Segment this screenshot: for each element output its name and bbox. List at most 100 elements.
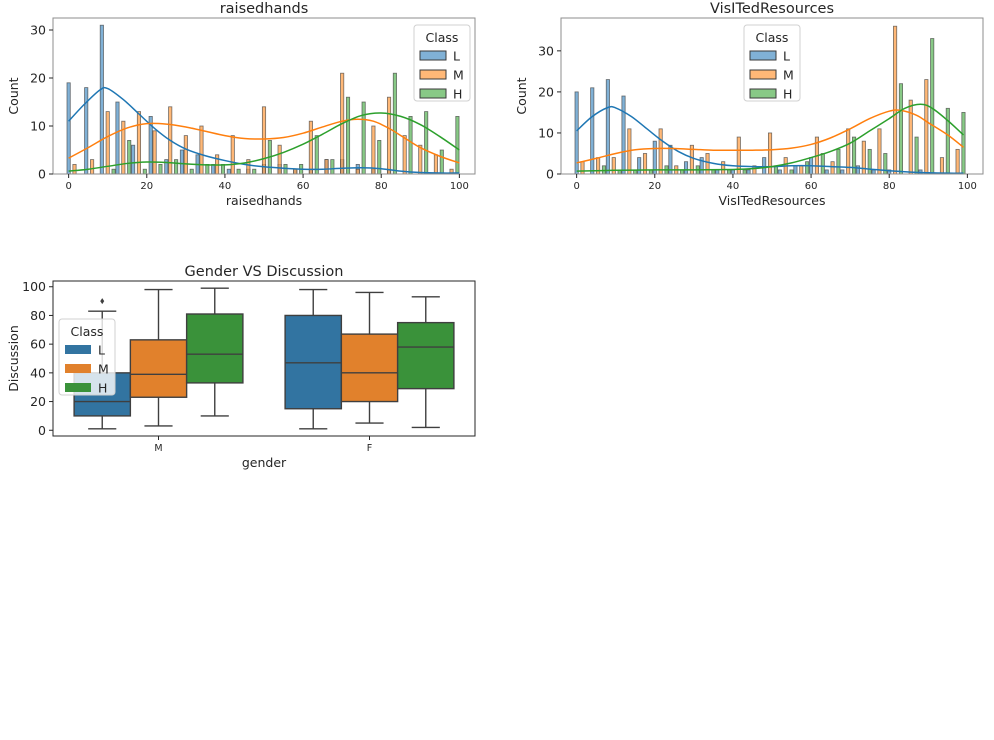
- histogram-bar-H: [314, 135, 319, 175]
- histogram-bar-M: [924, 79, 929, 175]
- histogram-bar-L: [762, 157, 767, 175]
- axes-frame: [560, 17, 984, 175]
- x-tick-label: 80: [375, 181, 388, 192]
- legend-title: Class: [756, 30, 789, 45]
- histogram-bar-M: [418, 144, 423, 175]
- legend-swatch-L: [65, 345, 91, 354]
- x-tick-label: 80: [883, 181, 896, 192]
- histogram-bar-L: [66, 82, 71, 175]
- x-tick-label: 0: [573, 181, 579, 192]
- chart-title: raisedhands: [220, 1, 309, 17]
- histogram-bar-L: [793, 165, 798, 175]
- histogram-bar-L: [605, 79, 610, 175]
- histogram-bar-L: [226, 168, 231, 175]
- legend-swatch-H: [65, 383, 91, 392]
- histogram-bar-L: [871, 169, 876, 175]
- histogram-bar-H: [945, 107, 950, 175]
- histogram-bar-H: [711, 169, 716, 175]
- histogram-bar-M: [90, 159, 95, 175]
- histogram-bar-M: [386, 96, 392, 175]
- legend-swatch-L: [749, 50, 777, 61]
- x-tick-label: 100: [450, 181, 469, 192]
- histogram-bar-H: [439, 149, 444, 175]
- y-tick-label: 20: [30, 71, 46, 86]
- outlier-marker: [100, 298, 105, 305]
- y-tick-label: 0: [38, 167, 46, 182]
- histogram-bar-H: [127, 139, 132, 175]
- histogram-bar-L: [115, 101, 120, 175]
- histogram-bar-L: [652, 140, 657, 175]
- histogram-bar-H: [742, 169, 747, 175]
- histogram-bar-L: [855, 165, 861, 175]
- histogram-bar-L: [621, 95, 626, 175]
- legend-swatch-M: [419, 69, 447, 80]
- histogram-bar-M: [293, 168, 298, 175]
- legend-label-H: H: [783, 87, 792, 102]
- histogram-bar-H: [252, 168, 257, 175]
- histogram-bar-M: [277, 144, 282, 175]
- histogram-bar-M: [261, 106, 267, 175]
- legend-label-M: M: [453, 68, 464, 83]
- histogram-bar-M: [183, 135, 188, 175]
- x-tick-label: M: [154, 443, 162, 454]
- x-tick-label: 100: [958, 181, 977, 192]
- legend-swatch-M: [749, 69, 777, 80]
- histogram-bar-L: [746, 169, 751, 175]
- legend-label-H: H: [453, 87, 462, 102]
- x-tick-label: 20: [648, 181, 661, 192]
- chart-gender: M F 0 20 40 60 80 100 Gender VS Discussion gender…: [6, 264, 476, 470]
- histogram-bar-H: [283, 163, 288, 175]
- histogram-bar-H: [361, 101, 366, 175]
- y-axis-label: Count: [6, 77, 21, 114]
- histogram-bar-L: [574, 91, 579, 175]
- chart-raisedhands: 0 20 40 60 80 100 0 10 20 30 raisedhands raisedhand…: [6, 1, 476, 208]
- histogram-bar-H: [392, 72, 397, 175]
- histogram-bar-M: [721, 161, 726, 175]
- legend-swatch-M: [65, 364, 91, 373]
- chart-title: VisITedResources: [710, 1, 834, 17]
- histogram-bar-M: [799, 165, 804, 175]
- histogram-bar-M: [580, 161, 585, 175]
- histogram-bar-L: [824, 169, 829, 175]
- histogram-bar-M: [105, 111, 110, 175]
- histogram-bar-H: [189, 168, 194, 175]
- y-tick-label: 100: [22, 279, 46, 294]
- y-tick-label: 20: [538, 84, 554, 99]
- histogram-bar-L: [683, 161, 689, 175]
- kde-line-L: [68, 86, 460, 174]
- legend-label-M: M: [98, 362, 109, 377]
- histogram-bar-M: [402, 135, 407, 175]
- chart-title: Gender VS Discussion: [185, 264, 344, 280]
- histogram-bar-M: [611, 157, 616, 175]
- histogram-bar-M: [230, 135, 235, 175]
- histogram-bar-L: [715, 169, 720, 175]
- histogram-bar-L: [590, 87, 595, 175]
- box-H-M: [185, 313, 244, 384]
- histogram-bar-H: [961, 112, 966, 175]
- legend-swatch-H: [419, 88, 447, 99]
- y-axis-label: Count: [514, 77, 529, 114]
- histogram-bar-H: [345, 96, 351, 175]
- x-axis-label: gender: [242, 455, 287, 470]
- y-tick-label: 40: [30, 365, 46, 380]
- histogram-bar-M: [72, 163, 77, 175]
- y-axis-label: Discussion: [6, 325, 21, 391]
- x-tick-label: 60: [297, 181, 310, 192]
- y-tick-label: 10: [30, 119, 46, 134]
- histogram-bar-L: [179, 149, 184, 175]
- histogram-bar-M: [877, 128, 882, 175]
- histogram-bar-H: [236, 168, 241, 175]
- legend-box: [413, 24, 471, 102]
- histogram-bar-H: [726, 169, 732, 175]
- box-L-F: [284, 314, 343, 410]
- legend-title: Class: [71, 324, 104, 339]
- histogram-bar-H: [205, 163, 210, 175]
- y-tick-label: 30: [538, 43, 554, 58]
- histogram-bar-H: [805, 161, 810, 175]
- histogram-bar-M: [371, 125, 376, 175]
- x-axis-label: VisITedResources: [719, 193, 826, 208]
- histogram-bar-H: [330, 159, 335, 175]
- y-tick-label: 80: [30, 308, 46, 323]
- x-tick-label: 20: [140, 181, 153, 192]
- histogram-bar-M: [830, 161, 835, 175]
